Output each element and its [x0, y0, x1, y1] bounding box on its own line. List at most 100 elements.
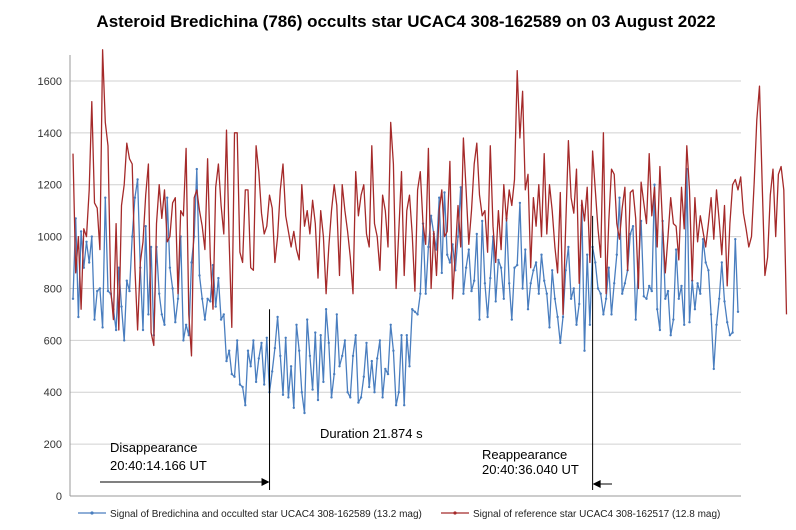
series-0-point — [174, 321, 177, 324]
series-0-point — [411, 308, 414, 311]
series-0-point — [440, 271, 443, 275]
series-0-point — [346, 391, 349, 394]
series-0-point — [478, 318, 481, 321]
series-0-point — [209, 300, 212, 303]
series-0-point — [397, 391, 400, 394]
series-0-point — [728, 334, 732, 337]
series-0-point — [106, 289, 110, 293]
series-0-point — [241, 385, 244, 389]
series-0-point — [133, 196, 137, 199]
series-0-point — [128, 289, 131, 293]
series-0-point — [529, 282, 532, 285]
series-0-point — [564, 269, 567, 272]
series-0-point — [618, 196, 621, 199]
series-0-point — [279, 354, 282, 358]
series-0-point — [236, 339, 239, 342]
series-0-point — [709, 313, 713, 316]
series-0-point — [416, 313, 419, 316]
series-0-point — [384, 367, 387, 371]
series-0-point — [104, 196, 107, 199]
series-0-point — [629, 232, 632, 236]
series-0-point — [327, 341, 330, 345]
series-0-point — [246, 349, 250, 352]
series-0-point — [680, 284, 683, 288]
duration-label: Duration 21.874 s — [320, 426, 423, 441]
series-0-point — [712, 367, 715, 371]
y-tick-label: 0 — [56, 491, 62, 503]
reappearance-time: 20:40:36.040 UT — [482, 462, 579, 477]
series-0-point — [335, 313, 338, 316]
series-0-point — [88, 261, 91, 264]
series-0-point — [653, 183, 656, 186]
series-0-point — [424, 292, 427, 295]
series-0-point — [524, 248, 527, 251]
series-0-point — [79, 230, 83, 233]
series-0-point — [726, 321, 729, 324]
series-0-point — [693, 308, 697, 311]
series-0-point — [467, 248, 470, 251]
series-0-point — [136, 178, 139, 181]
series-0-point — [295, 323, 298, 326]
series-0-point — [669, 334, 672, 337]
series-0-point — [184, 323, 188, 326]
series-0-point — [362, 375, 365, 378]
series-0-point — [249, 365, 252, 368]
series-0-point — [338, 365, 341, 368]
reappearance-label: Reappearance — [482, 447, 567, 462]
series-0-point — [642, 295, 645, 298]
series-0-point — [537, 292, 540, 295]
series-0-point — [594, 261, 597, 264]
series-0-point — [370, 359, 373, 363]
series-0-point — [324, 308, 328, 311]
series-0-point — [736, 310, 740, 313]
series-0-point — [596, 287, 600, 290]
y-tick-label: 800 — [44, 283, 62, 295]
series-0-point — [723, 300, 726, 303]
series-0-point — [645, 297, 648, 300]
series-0-point — [359, 396, 363, 399]
series-0-point — [666, 289, 670, 293]
series-0-point — [648, 284, 651, 288]
series-0-point — [238, 383, 242, 386]
series-line-1 — [72, 49, 788, 357]
series-0-point — [123, 339, 126, 342]
series-0-point — [510, 318, 513, 321]
series-0-point — [497, 258, 500, 262]
y-tick-label: 400 — [44, 387, 62, 399]
series-0-point — [190, 261, 193, 264]
series-0-point — [718, 297, 721, 300]
series-0-point — [419, 292, 422, 295]
series-0-point — [470, 289, 473, 293]
series-0-point — [456, 235, 460, 238]
y-tick-label: 1400 — [38, 128, 62, 140]
series-0-point — [144, 225, 147, 228]
series-0-point — [120, 305, 123, 308]
series-0-point — [176, 297, 180, 300]
series-0-point — [265, 336, 268, 339]
legend: Signal of Bredichina and occulted star U… — [78, 509, 720, 520]
series-0-point — [349, 396, 352, 399]
series-0-point — [284, 336, 287, 339]
series-0-point — [559, 341, 562, 345]
series-0-point — [462, 292, 465, 295]
y-tick-label: 1600 — [38, 76, 62, 88]
series-0-point — [222, 313, 225, 316]
series-0-point — [631, 225, 635, 228]
series-0-point — [85, 240, 88, 243]
series-0-point — [131, 235, 134, 238]
series-0-point — [252, 339, 255, 342]
series-0-point — [656, 308, 659, 311]
series-0-point — [217, 276, 220, 280]
series-0-point — [125, 279, 128, 282]
series-0-point — [578, 302, 581, 306]
series-0-point — [311, 388, 314, 391]
series-0-point — [613, 282, 616, 285]
series-0-point — [731, 331, 734, 334]
series-0-point — [704, 261, 707, 264]
series-0-point — [427, 245, 430, 249]
series-0-point — [483, 282, 487, 285]
series-0-point — [534, 261, 538, 264]
series-0-point — [599, 292, 602, 295]
legend-entry-bredichina: Signal of Bredichina and occulted star U… — [110, 509, 422, 520]
